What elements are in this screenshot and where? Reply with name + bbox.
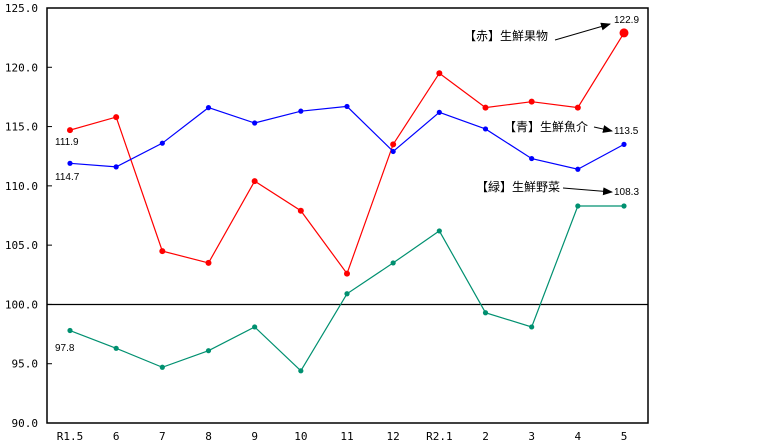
arrow-fruits (554, 22, 611, 41)
data-point (298, 368, 304, 374)
data-point (298, 108, 304, 114)
data-point (529, 324, 535, 330)
series-vegetables (67, 203, 627, 374)
x-tick-label: 5 (621, 430, 628, 443)
data-point (482, 310, 489, 316)
x-tick-label: 8 (205, 430, 212, 443)
data-point (390, 148, 396, 155)
green-end-value-label: 108.3 (614, 187, 639, 198)
y-tick-label: 105.0 (5, 239, 38, 252)
data-point (390, 260, 396, 266)
series-group (67, 28, 629, 374)
series-fruits (67, 28, 629, 277)
data-point (205, 259, 212, 266)
x-tick-label: R1.5 (57, 430, 84, 443)
data-point (482, 126, 489, 132)
plot-area (46, 7, 649, 424)
arrow-fish (593, 125, 613, 133)
data-point (67, 160, 73, 166)
x-tick-label: R2.1 (426, 430, 453, 443)
data-point (159, 248, 166, 255)
data-point (574, 104, 581, 111)
y-tick-label: 120.0 (5, 61, 38, 74)
data-point (113, 345, 119, 351)
data-point (621, 141, 627, 147)
data-point (482, 104, 489, 111)
data-point (344, 270, 350, 277)
data-point (619, 28, 629, 38)
x-tick-label: 6 (113, 430, 120, 443)
red-start-value-label: 111.9 (55, 137, 79, 148)
legend-label-vegetables: 【緑】生鮮野菜 (476, 179, 560, 194)
y-tick-label: 115.0 (5, 121, 38, 134)
legend-label-fruits: 【赤】生鮮果物 (464, 29, 548, 43)
data-point (297, 207, 304, 214)
x-tick-label: 11 (340, 430, 353, 443)
x-tick-label: 9 (251, 430, 258, 443)
data-point (67, 327, 73, 334)
data-point (436, 109, 442, 115)
data-point (159, 140, 165, 146)
data-point (344, 291, 350, 297)
data-point (436, 70, 443, 77)
data-point (113, 114, 120, 121)
green-start-value-label: 97.8 (55, 343, 75, 354)
x-tick-label: 7 (159, 430, 166, 443)
data-point (390, 141, 397, 148)
y-axis: 125.0 120.0 115.0 110.0 105.0 100.0 95.0 90.0 (5, 2, 52, 430)
data-point (205, 105, 212, 111)
data-point (251, 178, 258, 185)
x-axis: R1.5 6 7 8 9 10 11 12 R2.1 2 3 4 5 (57, 430, 628, 443)
x-tick-label: 4 (575, 430, 582, 443)
data-point (344, 103, 350, 110)
data-point (159, 364, 165, 370)
data-point (621, 203, 627, 209)
data-point (575, 203, 581, 209)
data-point (528, 98, 535, 105)
data-point (252, 120, 258, 126)
red-end-value-label: 122.9 (614, 15, 639, 26)
data-point (529, 155, 535, 162)
x-tick-label: 2 (482, 430, 489, 443)
series-fish (67, 103, 627, 172)
y-tick-label: 125.0 (5, 2, 38, 15)
y-tick-label: 90.0 (12, 417, 39, 430)
arrow-vegetables (562, 187, 613, 196)
blue-start-value-label: 114.7 (55, 172, 80, 183)
data-point (67, 127, 73, 134)
x-tick-label: 10 (294, 430, 307, 443)
data-point (205, 348, 212, 354)
x-tick-label: 3 (528, 430, 535, 443)
y-tick-label: 100.0 (5, 298, 38, 311)
data-point (113, 164, 119, 170)
data-point (252, 324, 258, 330)
data-point (436, 228, 442, 234)
x-tick-label: 12 (387, 430, 400, 443)
legend-label-fish: 【青】生鮮魚介 (504, 120, 588, 134)
y-tick-label: 95.0 (12, 358, 39, 371)
y-tick-label: 110.0 (5, 180, 38, 193)
data-point (575, 166, 581, 172)
blue-end-value-label: 113.5 (614, 126, 639, 137)
